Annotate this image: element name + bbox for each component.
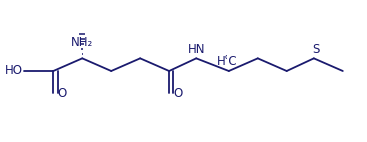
- Text: O: O: [58, 87, 67, 100]
- Text: HN: HN: [188, 43, 205, 56]
- Text: S: S: [312, 43, 319, 56]
- Text: HO: HO: [4, 64, 22, 78]
- Text: NH₂: NH₂: [71, 36, 93, 49]
- Text: HʿC: HʿC: [217, 55, 237, 68]
- Text: O: O: [174, 87, 183, 100]
